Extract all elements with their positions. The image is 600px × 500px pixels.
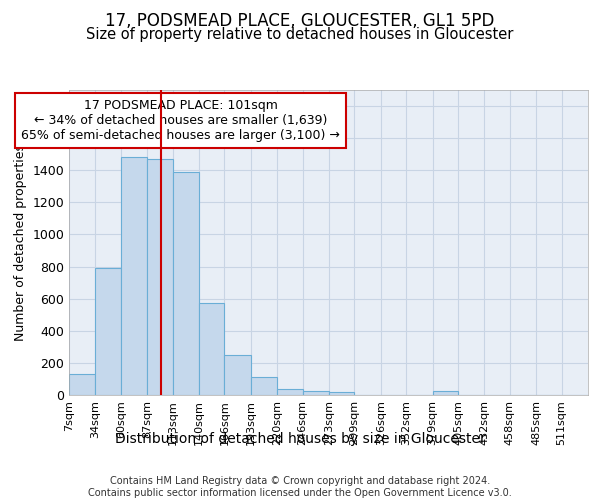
Bar bbox=[121, 158, 147, 395]
Bar bbox=[69, 374, 95, 395]
Text: 17, PODSMEAD PLACE, GLOUCESTER, GL1 5PD: 17, PODSMEAD PLACE, GLOUCESTER, GL1 5PD bbox=[106, 12, 494, 30]
Bar bbox=[95, 268, 121, 395]
Bar bbox=[199, 302, 224, 395]
Bar bbox=[224, 355, 251, 395]
Bar bbox=[251, 378, 277, 395]
Bar bbox=[433, 391, 458, 395]
Bar bbox=[329, 392, 355, 395]
Text: Contains HM Land Registry data © Crown copyright and database right 2024.
Contai: Contains HM Land Registry data © Crown c… bbox=[88, 476, 512, 498]
Bar bbox=[277, 390, 302, 395]
Bar bbox=[302, 391, 329, 395]
Text: 17 PODSMEAD PLACE: 101sqm
← 34% of detached houses are smaller (1,639)
65% of se: 17 PODSMEAD PLACE: 101sqm ← 34% of detac… bbox=[21, 99, 340, 142]
Bar bbox=[147, 159, 173, 395]
Text: Distribution of detached houses by size in Gloucester: Distribution of detached houses by size … bbox=[115, 432, 485, 446]
Bar bbox=[173, 172, 199, 395]
Y-axis label: Number of detached properties: Number of detached properties bbox=[14, 144, 27, 341]
Text: Size of property relative to detached houses in Gloucester: Size of property relative to detached ho… bbox=[86, 28, 514, 42]
